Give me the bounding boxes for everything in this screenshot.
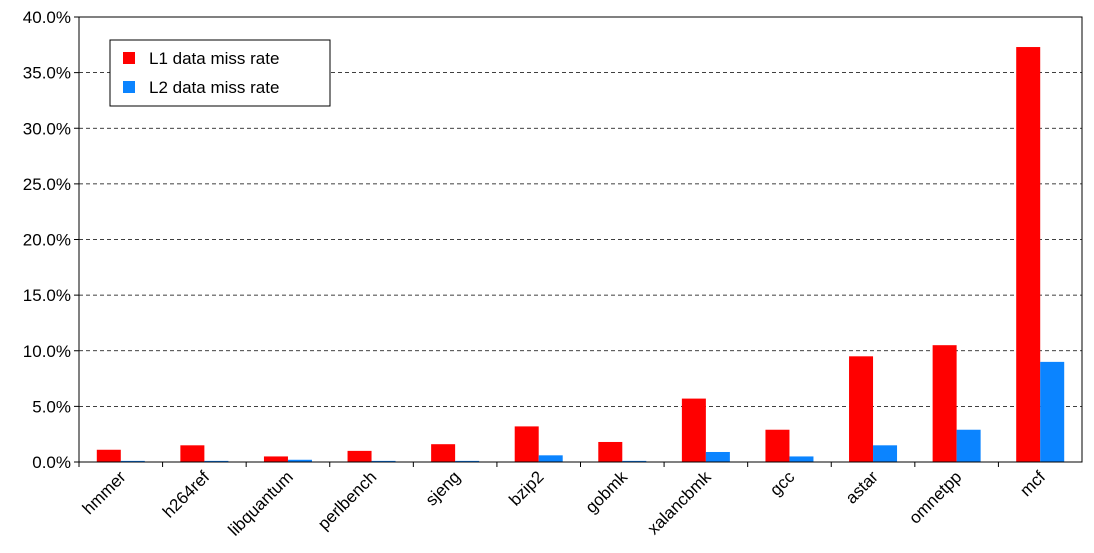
x-tick-label: mcf	[1016, 467, 1049, 500]
bar-l1-sjeng	[431, 444, 456, 462]
x-tick-label: libquantum	[225, 467, 297, 539]
x-tick-label: sjeng	[422, 467, 464, 509]
bar-l2-mcf	[1040, 361, 1065, 462]
bar-l1-libquantum	[263, 456, 288, 462]
bar-l2-bzip2	[538, 455, 563, 462]
y-tick-label: 30.0%	[23, 119, 71, 138]
legend-swatch-l1	[123, 52, 135, 64]
bar-l1-xalancbmk	[681, 398, 706, 462]
bar-l1-astar	[849, 356, 874, 462]
y-tick-label: 25.0%	[23, 175, 71, 194]
legend-box	[109, 39, 331, 107]
bar-l2-gobmk	[622, 460, 647, 462]
bar-l1-perlbench	[347, 450, 372, 462]
x-tick-label: astar	[842, 467, 882, 507]
legend-swatch-l2	[123, 81, 135, 93]
bar-l2-perlbench	[371, 460, 396, 462]
bar-l2-gcc	[789, 456, 814, 462]
bar-l1-gobmk	[598, 441, 623, 462]
y-tick-label: 20.0%	[23, 231, 71, 250]
x-tick-label: gobmk	[582, 467, 632, 517]
y-tick-label: 40.0%	[23, 8, 71, 27]
x-tick-label: h264ref	[159, 467, 213, 521]
x-tick-label: perlbench	[314, 467, 380, 533]
y-tick-label: 35.0%	[23, 64, 71, 83]
x-tick-label: bzip2	[505, 467, 547, 509]
x-axis: hmmer h264ref libquantum perlbench sjeng bzip…	[78, 462, 1049, 540]
legend: L1 data miss rate L2 data miss rate	[109, 39, 331, 107]
bars	[96, 47, 1065, 462]
x-tick-label: hmmer	[79, 467, 130, 518]
legend-label-l1: L1 data miss rate	[149, 49, 279, 68]
bar-l1-mcf	[1016, 47, 1041, 462]
y-tick-label: 15.0%	[23, 286, 71, 305]
y-axis: 0.0% 5.0% 10.0% 15.0% 20.0% 25.0% 30.0% 35.0% 40…	[23, 8, 79, 472]
bar-l1-bzip2	[514, 426, 539, 462]
bar-l2-sjeng	[455, 460, 480, 462]
x-tick-label: xalancbmk	[644, 467, 715, 538]
legend-label-l2: L2 data miss rate	[149, 78, 279, 97]
bar-l2-omnetpp	[956, 429, 981, 462]
bar-l2-astar	[873, 445, 898, 462]
bar-l1-gcc	[765, 429, 790, 462]
y-tick-label: 5.0%	[32, 397, 71, 416]
x-tick-label: gcc	[766, 467, 798, 499]
bar-l2-hmmer	[120, 460, 145, 462]
gridlines	[79, 72, 1082, 407]
y-tick-label: 10.0%	[23, 342, 71, 361]
bar-l2-h264ref	[204, 460, 229, 462]
bar-l1-h264ref	[180, 445, 205, 462]
bar-l1-omnetpp	[932, 345, 957, 462]
bar-l1-hmmer	[96, 449, 121, 462]
x-tick-label: omnetpp	[905, 467, 965, 527]
bar-l2-libquantum	[287, 459, 312, 462]
bar-l2-xalancbmk	[705, 451, 730, 462]
y-tick-label: 0.0%	[32, 453, 71, 472]
